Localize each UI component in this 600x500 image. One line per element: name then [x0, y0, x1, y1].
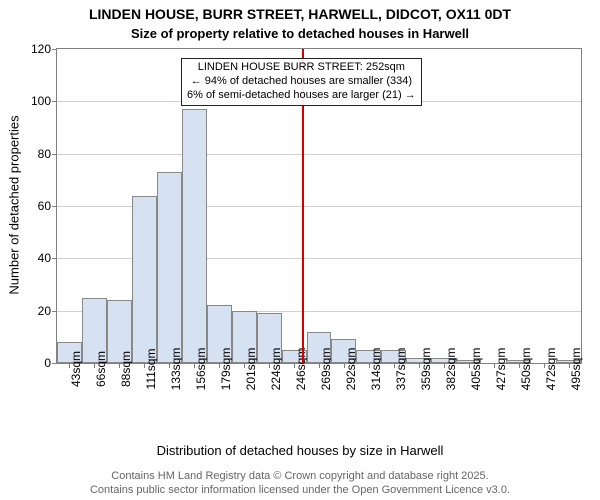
annotation-line: 6% of semi-detached houses are larger (2… [187, 89, 416, 103]
x-tick-label: 472sqm [544, 348, 558, 391]
annotation-line: LINDEN HOUSE BURR STREET: 252sqm [187, 61, 416, 75]
grid-line [57, 154, 581, 155]
x-tick-label: 359sqm [419, 348, 433, 391]
y-tick-mark [52, 206, 57, 207]
chart-title: LINDEN HOUSE, BURR STREET, HARWELL, DIDC… [0, 6, 600, 22]
y-tick-label: 0 [44, 356, 51, 370]
y-tick-label: 20 [38, 304, 51, 318]
y-tick-mark [52, 258, 57, 259]
plot-area: 02040608010012043sqm66sqm88sqm111sqm133s… [56, 48, 582, 364]
histogram-bar [157, 172, 182, 363]
attribution-line-2: Contains public sector information licen… [0, 484, 600, 496]
x-tick-label: 382sqm [444, 348, 458, 391]
y-tick-mark [52, 49, 57, 50]
chart-subtitle: Size of property relative to detached ho… [0, 26, 600, 41]
y-tick-mark [52, 311, 57, 312]
histogram-bar [132, 196, 157, 363]
y-tick-label: 40 [38, 251, 51, 265]
annotation-line: ← 94% of detached houses are smaller (33… [187, 75, 416, 89]
y-tick-label: 60 [38, 199, 51, 213]
y-tick-label: 100 [31, 94, 51, 108]
chart-container: LINDEN HOUSE, BURR STREET, HARWELL, DIDC… [0, 0, 600, 500]
y-tick-mark [52, 101, 57, 102]
y-tick-label: 80 [38, 147, 51, 161]
x-tick-label: 337sqm [394, 348, 408, 391]
attribution-line-1: Contains HM Land Registry data © Crown c… [0, 470, 600, 482]
histogram-bar [182, 109, 207, 363]
x-axis-label: Distribution of detached houses by size … [0, 443, 600, 458]
y-axis-label: Number of detached properties [7, 115, 22, 294]
x-tick-label: 427sqm [494, 348, 508, 391]
x-tick-label: 405sqm [469, 348, 483, 391]
annotation-box: LINDEN HOUSE BURR STREET: 252sqm← 94% of… [181, 58, 422, 105]
y-tick-mark [52, 154, 57, 155]
x-tick-label: 495sqm [569, 348, 583, 391]
x-tick-label: 450sqm [519, 348, 533, 391]
y-tick-mark [52, 363, 57, 364]
y-tick-label: 120 [31, 42, 51, 56]
